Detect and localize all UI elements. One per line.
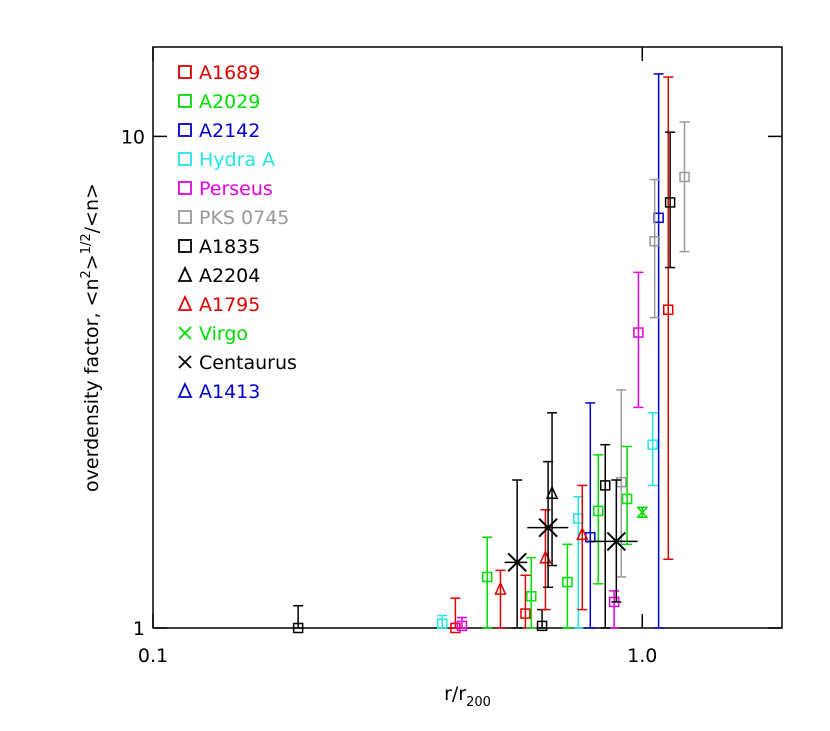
legend-marker: [178, 326, 192, 340]
marker-square: [633, 327, 644, 338]
legend-label: A1689: [199, 62, 260, 84]
legend-marker: [178, 152, 192, 166]
marker-triangle: [545, 485, 559, 499]
marker-triangle: [494, 581, 507, 595]
marker-square: [456, 620, 468, 632]
legend-label: Hydra A: [199, 149, 275, 171]
marker-square: [520, 608, 531, 619]
legend-label: A1795: [199, 294, 260, 316]
legend-label: A1835: [199, 236, 260, 258]
legend-label: A2029: [199, 91, 260, 113]
legend-label: A2142: [199, 120, 260, 142]
legend-label: PKS 0745: [199, 207, 289, 229]
marker-square: [436, 618, 448, 630]
marker-square: [649, 235, 660, 247]
legend-marker: [177, 381, 193, 398]
y-axis-label-part: >: [81, 254, 103, 270]
marker-square: [593, 505, 604, 517]
marker-square: [647, 439, 658, 450]
marker-triangle: [576, 526, 589, 541]
y-tick-label: 1: [133, 618, 145, 640]
legend-label: A2204: [199, 265, 260, 287]
y-axis-label-part: overdensity factor, <n: [81, 278, 103, 491]
x-tick-label: 0.1: [138, 645, 168, 667]
legend-marker: [178, 94, 192, 108]
y-tick-label: 10: [121, 126, 145, 148]
marker-square: [481, 571, 493, 583]
plot-frame: [152, 46, 783, 629]
legend-label: Virgo: [199, 323, 248, 345]
legend-label: A1413: [199, 381, 260, 403]
legend-marker: [177, 265, 193, 282]
marker-square: [562, 576, 573, 588]
marker-square: [664, 197, 676, 208]
legend-marker: [178, 181, 192, 195]
y-axis-label: overdensity factor, <n2>1/2/<n>: [79, 183, 103, 492]
marker-cross: [538, 517, 558, 538]
x-axis-label: r/r200: [444, 683, 491, 710]
legend-marker: [178, 210, 192, 224]
marker-cross: [507, 552, 527, 573]
x-tick-label: 1.0: [627, 645, 657, 667]
marker-square: [599, 480, 611, 491]
y-axis-label-part: /<n>: [81, 183, 103, 233]
legend-marker: [178, 239, 192, 253]
legend-label: Perseus: [199, 178, 273, 200]
legend-marker: [177, 294, 193, 311]
marker-square: [536, 620, 548, 632]
x-axis-label-text: r/r: [444, 683, 466, 705]
marker-square: [292, 622, 304, 634]
legend-marker: [178, 355, 192, 369]
x-axis-label-sub: 200: [466, 695, 491, 710]
marker-square: [525, 591, 537, 602]
marker-square: [679, 171, 690, 183]
marker-cross: [606, 531, 627, 552]
legend-marker: [178, 123, 192, 137]
legend-marker: [178, 65, 192, 79]
y-axis-label-part: 2: [79, 270, 94, 278]
legend-label: Centaurus: [199, 352, 297, 374]
marker-cross: [636, 506, 648, 518]
y-axis-label-part: 1/2: [79, 233, 94, 254]
marker-square: [621, 493, 633, 505]
marker-square: [663, 304, 674, 315]
